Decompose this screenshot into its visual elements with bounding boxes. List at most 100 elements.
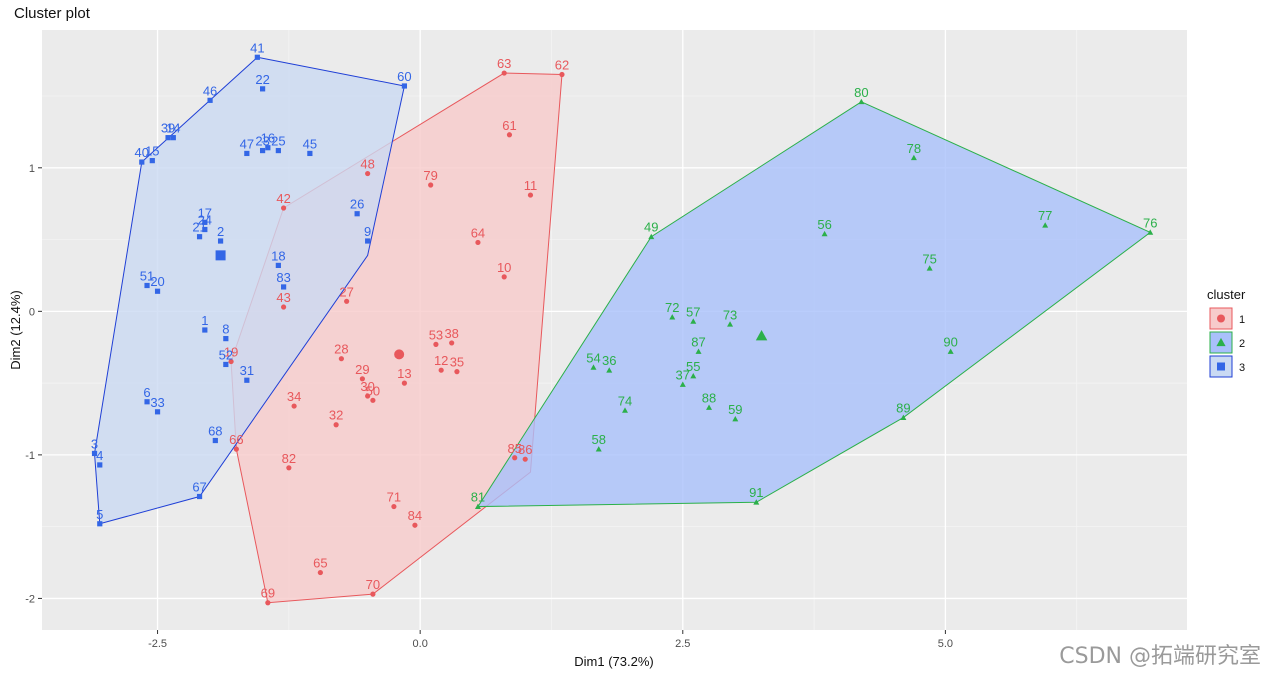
cluster-3-hull bbox=[94, 56, 406, 525]
x-tick-label: 0.0 bbox=[413, 638, 428, 650]
data-point bbox=[144, 399, 150, 405]
data-point bbox=[706, 404, 713, 410]
data-point-label: 51 bbox=[140, 269, 154, 284]
data-point-label: 85 bbox=[507, 441, 521, 456]
data-point-label: 4 bbox=[96, 448, 103, 463]
data-point bbox=[527, 192, 534, 198]
data-point-label: 25 bbox=[271, 134, 285, 149]
data-point bbox=[265, 600, 271, 606]
data-point bbox=[522, 456, 528, 462]
data-point bbox=[401, 380, 408, 386]
data-point bbox=[97, 462, 103, 468]
data-point bbox=[259, 147, 266, 154]
legend-marker-1 bbox=[1217, 314, 1225, 323]
data-point-label: 8 bbox=[222, 322, 229, 337]
data-point bbox=[559, 71, 565, 78]
data-point-label: 27 bbox=[339, 284, 353, 299]
data-point-label: 6 bbox=[143, 385, 150, 400]
data-point bbox=[506, 132, 513, 138]
data-point-label: 46 bbox=[203, 83, 217, 98]
y-axis-title: Dim2 (12.4%) bbox=[8, 290, 23, 369]
data-point bbox=[606, 367, 613, 373]
data-point bbox=[690, 318, 697, 324]
data-point bbox=[207, 97, 213, 103]
data-point-label: 62 bbox=[555, 57, 569, 72]
data-point bbox=[354, 211, 360, 217]
data-point bbox=[265, 145, 271, 151]
data-point-label: 30 bbox=[360, 379, 374, 394]
data-point-label: 15 bbox=[145, 144, 159, 159]
axis-ticks: -2.5 0.0 2.5 5.0 -2 -1 0 1 bbox=[25, 163, 953, 650]
data-point bbox=[244, 377, 250, 383]
data-point-label: 5 bbox=[96, 507, 103, 522]
data-point-label: 79 bbox=[423, 168, 437, 183]
x-tick-label: 5.0 bbox=[938, 638, 953, 650]
data-point-label: 29 bbox=[355, 362, 369, 377]
data-point bbox=[317, 569, 323, 576]
data-point bbox=[259, 86, 266, 92]
data-point bbox=[512, 455, 518, 461]
data-point bbox=[695, 348, 702, 354]
data-point-label: 23 bbox=[255, 134, 269, 149]
data-point-label: 65 bbox=[313, 556, 327, 571]
data-point-label: 37 bbox=[676, 368, 690, 383]
data-point-label: 53 bbox=[429, 327, 443, 342]
data-point bbox=[202, 226, 208, 233]
data-point-label: 78 bbox=[907, 141, 921, 156]
data-point-label: 42 bbox=[276, 191, 290, 206]
data-point-label: 63 bbox=[497, 56, 511, 71]
data-point bbox=[338, 356, 344, 362]
data-point-label: 20 bbox=[150, 274, 164, 289]
data-point-label: 13 bbox=[397, 366, 411, 381]
data-point-label: 56 bbox=[817, 217, 831, 232]
x-tick-label: 2.5 bbox=[675, 638, 690, 650]
data-point-label: 75 bbox=[922, 251, 936, 266]
chart-title: Cluster plot bbox=[14, 5, 90, 22]
data-point-label: 38 bbox=[444, 326, 458, 341]
legend-label-3: 3 bbox=[1239, 362, 1245, 374]
data-point bbox=[223, 336, 229, 342]
legend-label-2: 2 bbox=[1239, 338, 1245, 350]
data-point bbox=[474, 503, 481, 509]
y-tick-label: 1 bbox=[29, 163, 35, 175]
data-point bbox=[144, 282, 150, 289]
data-point bbox=[139, 159, 145, 165]
data-point bbox=[281, 304, 287, 310]
data-point bbox=[732, 416, 739, 422]
cluster-2-centroid bbox=[755, 329, 768, 341]
legend-marker-3 bbox=[1217, 362, 1225, 371]
data-point-label: 21 bbox=[192, 220, 206, 235]
data-point-label: 10 bbox=[497, 260, 511, 275]
data-point-label: 19 bbox=[224, 345, 238, 360]
data-point bbox=[401, 83, 408, 89]
data-points bbox=[91, 54, 1154, 606]
data-point bbox=[196, 234, 203, 240]
data-point bbox=[648, 233, 655, 240]
data-point bbox=[202, 219, 208, 225]
data-point-label: 91 bbox=[749, 485, 763, 500]
watermark: CSDN @拓端研究室 bbox=[1059, 644, 1261, 669]
data-point bbox=[370, 591, 376, 597]
data-point-label: 1 bbox=[201, 313, 208, 328]
data-point-label: 54 bbox=[586, 350, 600, 365]
data-point-label: 28 bbox=[334, 342, 348, 357]
data-point-label: 12 bbox=[434, 353, 448, 368]
data-point bbox=[370, 397, 376, 403]
data-point bbox=[1042, 222, 1049, 228]
data-point-label: 80 bbox=[854, 85, 868, 100]
data-point-label: 14 bbox=[166, 121, 180, 136]
data-point bbox=[753, 499, 760, 505]
legend-label-1: 1 bbox=[1239, 314, 1245, 326]
data-point bbox=[391, 503, 397, 510]
y-tick-label: -1 bbox=[25, 450, 35, 462]
data-point-label: 49 bbox=[644, 220, 658, 235]
data-point-label: 2 bbox=[217, 224, 224, 239]
data-point-label: 59 bbox=[728, 402, 742, 417]
data-point-label: 55 bbox=[686, 359, 700, 374]
data-point-label: 57 bbox=[686, 304, 700, 319]
data-point bbox=[154, 288, 161, 294]
data-point bbox=[947, 348, 954, 354]
data-point-label: 9 bbox=[364, 224, 371, 239]
